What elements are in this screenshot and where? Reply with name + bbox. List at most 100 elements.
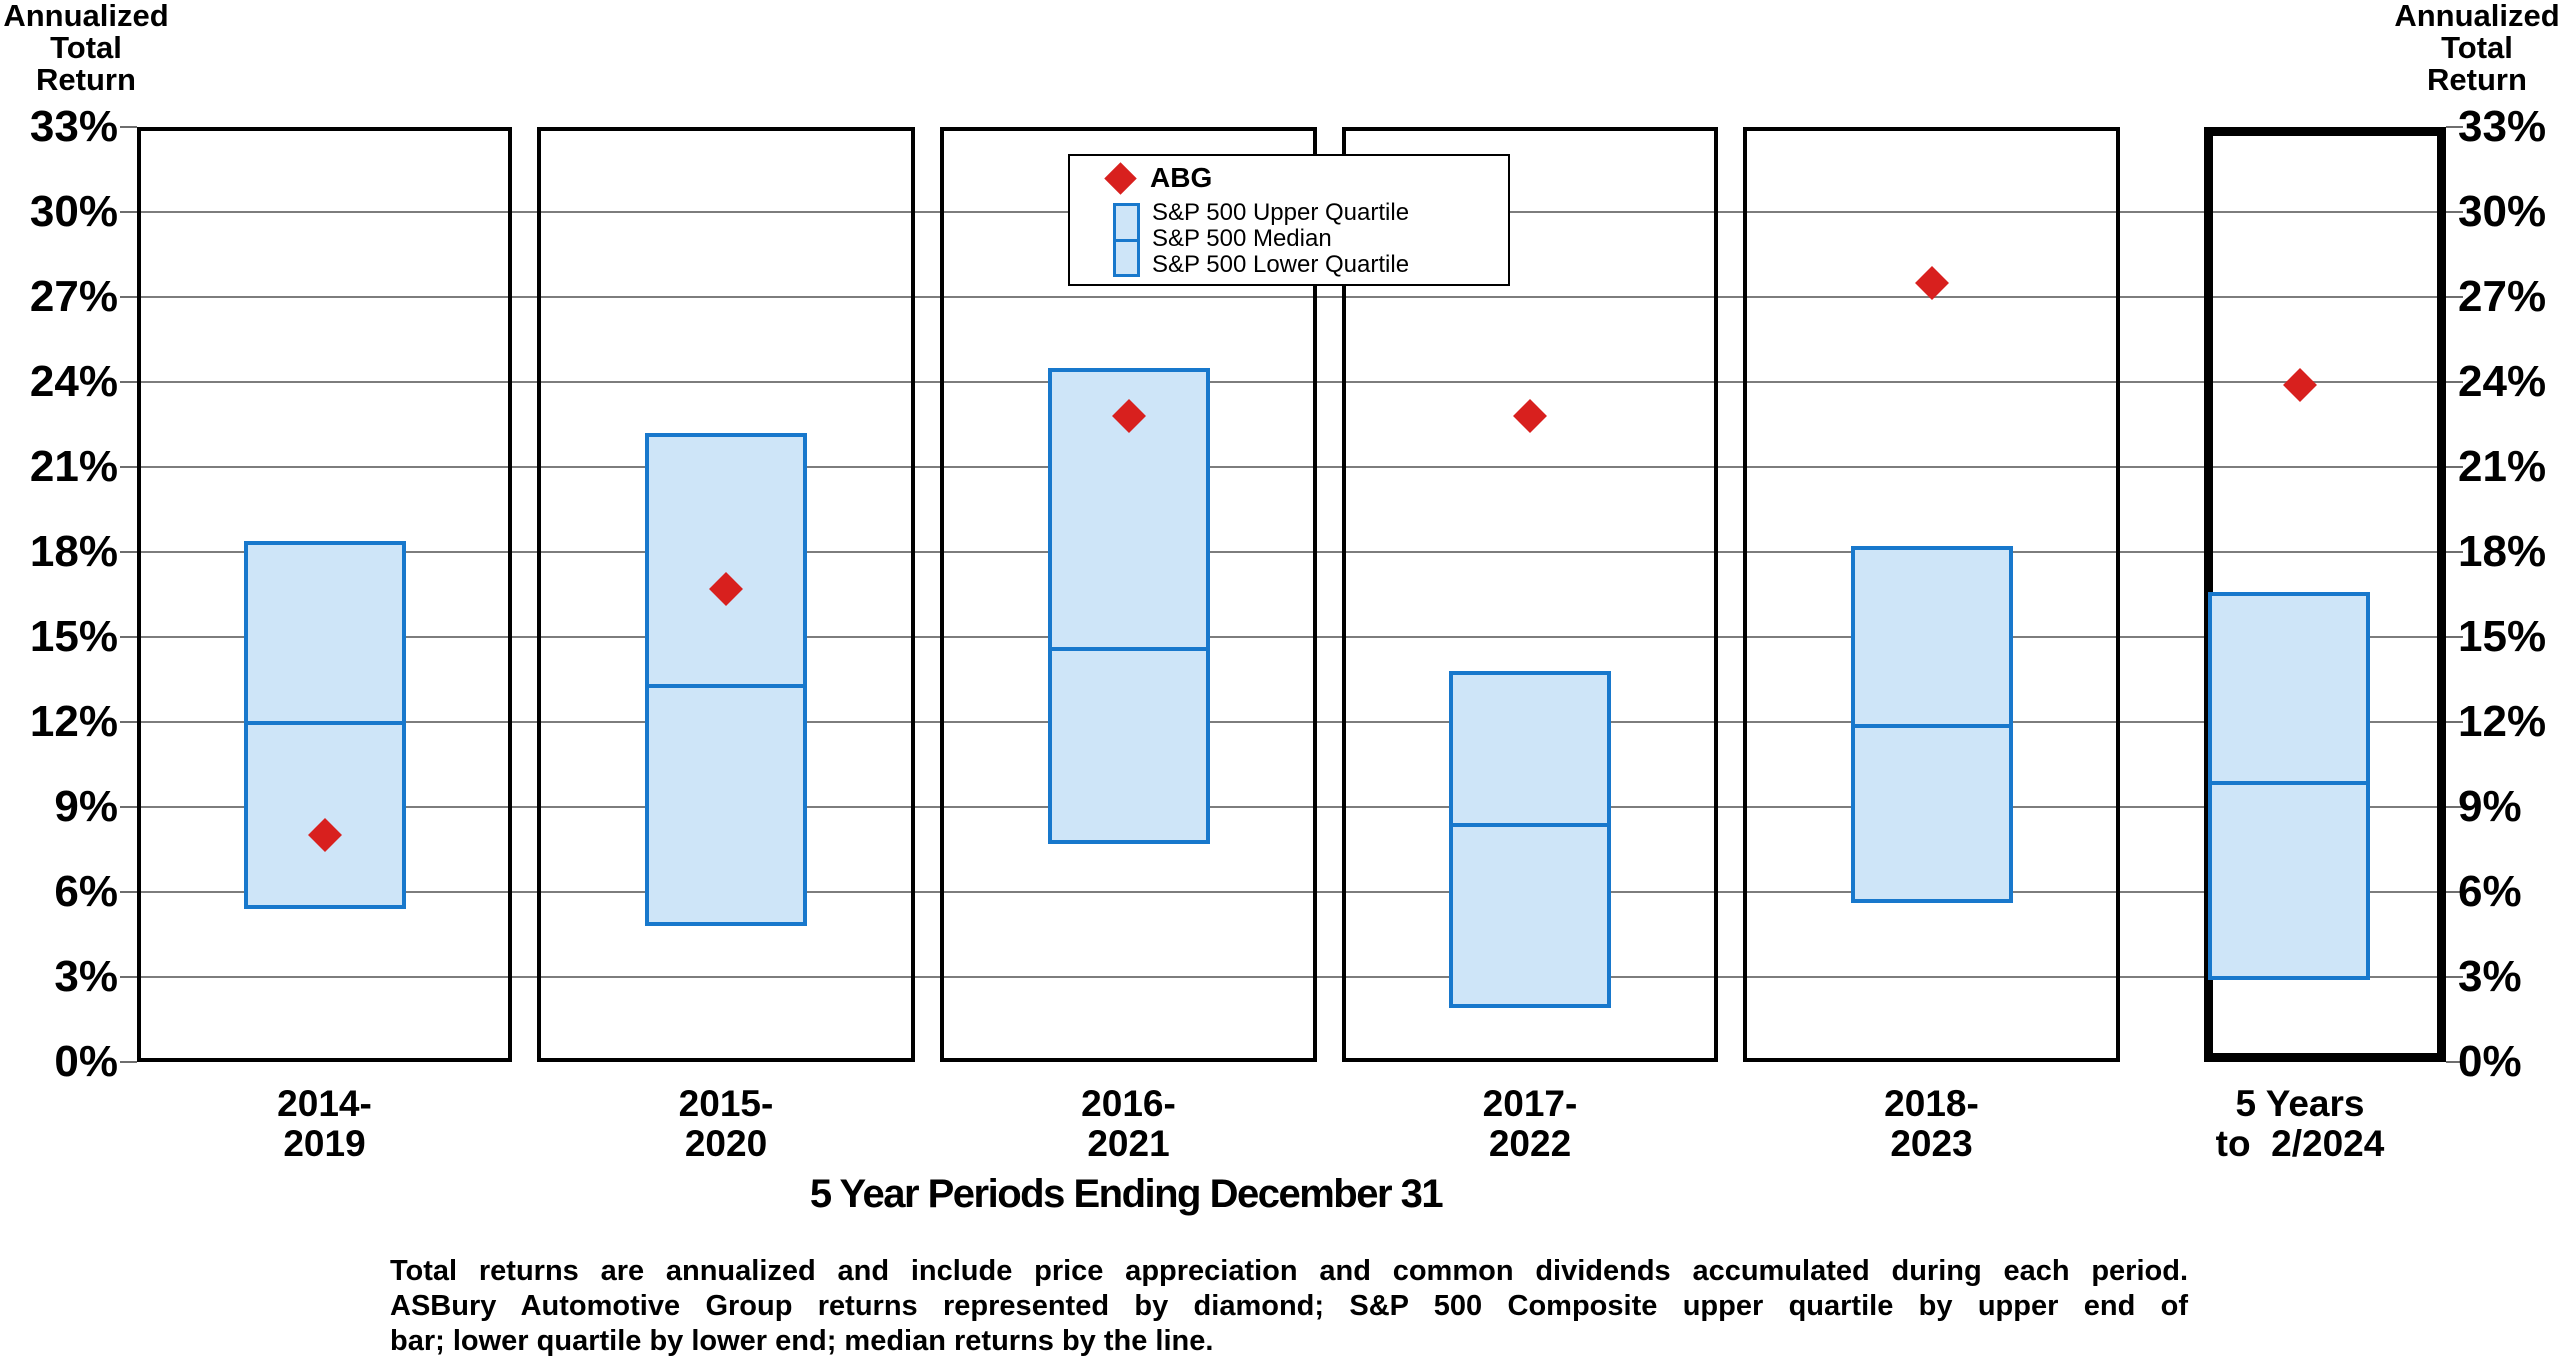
gridline-24pct: [137, 381, 2446, 383]
left-axis-title-line2: Total: [50, 30, 122, 65]
gridline-18pct: [137, 551, 2446, 553]
left-tick-label-18%: 18%: [29, 527, 118, 576]
right-tick-label-12%: 12%: [2458, 697, 2547, 746]
footnote-line2: ASBury Automotive Group returns represen…: [390, 1290, 2188, 1322]
right-tick-12%: [2446, 721, 2463, 723]
x-axis-label-4: 2017- 2022: [1482, 1083, 1578, 1164]
left-tick-label-9%: 9%: [54, 782, 118, 831]
right-tick-15%: [2446, 636, 2463, 638]
left-tick-0%: [120, 1061, 137, 1063]
right-tick-18%: [2446, 551, 2463, 553]
right-tick-6%: [2446, 891, 2463, 893]
gridline-6pct: [137, 891, 2446, 893]
right-tick-3%: [2446, 976, 2463, 978]
right-tick-0%: [2446, 1061, 2463, 1063]
sp500-median-line-2: [649, 684, 803, 689]
left-tick-label-24%: 24%: [29, 357, 118, 406]
left-tick-33%: [120, 126, 137, 128]
sp500-quartile-box-1: [243, 540, 406, 909]
gridline-12pct: [137, 721, 2446, 723]
x-axis-label-5: 2018- 2023: [1884, 1083, 1979, 1164]
left-tick-label-12%: 12%: [29, 697, 118, 746]
left-tick-27%: [120, 296, 137, 298]
right-tick-label-24%: 24%: [2458, 357, 2547, 406]
left-tick-label-15%: 15%: [29, 612, 118, 661]
sp500-quartile-box-6: [2208, 591, 2370, 980]
right-tick-30%: [2446, 211, 2463, 213]
left-tick-24%: [120, 381, 137, 383]
gridline-9pct: [137, 806, 2446, 808]
quartile-box-icon: [1113, 203, 1140, 277]
left-tick-label-0%: 0%: [54, 1037, 118, 1086]
footnote-line1: Total returns are annualized and include…: [390, 1255, 2188, 1287]
right-tick-27%: [2446, 296, 2463, 298]
legend: ABG S&P 500 Upper Quartile S&P 500 Media…: [1068, 154, 1510, 286]
sp500-quartile-box-5: [1850, 546, 2013, 904]
right-tick-label-21%: 21%: [2458, 442, 2547, 491]
legend-items: S&P 500 Upper Quartile S&P 500 Median S&…: [1152, 200, 1409, 278]
x-axis-title: 5 Year Periods Ending December 31: [809, 1172, 1444, 1216]
legend-upper-quartile-label: S&P 500 Upper Quartile: [1152, 199, 1410, 226]
right-tick-21%: [2446, 466, 2463, 468]
left-tick-label-27%: 27%: [29, 272, 118, 321]
right-tick-9%: [2446, 806, 2463, 808]
footnote: Total returns are annualized and include…: [390, 1254, 2188, 1359]
left-tick-label-3%: 3%: [54, 952, 118, 1001]
right-axis-title-line2: Total: [2441, 30, 2513, 65]
footnote-line3: bar; lower quartile by lower end; median…: [390, 1325, 1214, 1357]
median-line-icon: [1116, 239, 1137, 242]
x-axis-label-2: 2015- 2020: [678, 1083, 774, 1164]
gridline-3pct: [137, 976, 2446, 978]
x-axis-label-3: 2016- 2021: [1081, 1083, 1176, 1164]
period-panel-2: [537, 127, 915, 1062]
right-tick-label-9%: 9%: [2458, 782, 2522, 831]
sp500-quartile-box-3: [1047, 367, 1210, 844]
period-panel-5: [1743, 127, 2120, 1062]
abg-diamond-icon: [1104, 162, 1137, 195]
right-tick-24%: [2446, 381, 2463, 383]
sp500-quartile-box-4: [1449, 671, 1611, 1009]
x-axis-label-1: 2014- 2019: [277, 1083, 372, 1164]
gridline-21pct: [137, 466, 2446, 468]
legend-abg-label: ABG: [1150, 162, 1213, 193]
gridline-27pct: [137, 296, 2446, 298]
left-tick-18%: [120, 551, 137, 553]
left-tick-3%: [120, 976, 137, 978]
left-tick-15%: [120, 636, 137, 638]
legend-lower-quartile-label: S&P 500 Lower Quartile: [1152, 251, 1410, 278]
gridline-15pct: [137, 636, 2446, 638]
right-tick-33%: [2446, 126, 2463, 128]
left-tick-label-21%: 21%: [29, 442, 118, 491]
right-tick-label-15%: 15%: [2458, 612, 2547, 661]
sp500-median-line-4: [1453, 823, 1607, 828]
left-tick-6%: [120, 891, 137, 893]
left-tick-12%: [120, 721, 137, 723]
right-tick-label-30%: 30%: [2458, 187, 2547, 236]
right-axis-title: Annualized Total Return: [2387, 0, 2560, 96]
right-axis-title-line3: Return: [2427, 62, 2527, 97]
right-tick-label-3%: 3%: [2458, 952, 2522, 1001]
left-tick-label-6%: 6%: [54, 867, 118, 916]
sp500-median-line-1: [247, 721, 402, 726]
right-tick-label-33%: 33%: [2458, 102, 2547, 151]
sp500-median-line-3: [1051, 647, 1206, 652]
period-panel-3: [940, 127, 1317, 1062]
sp500-median-line-6: [2212, 780, 2366, 785]
x-axis-label-6: 5 Years to 2/2024: [2215, 1083, 2385, 1164]
left-tick-label-33%: 33%: [29, 102, 118, 151]
right-axis-title-line1: Annualized: [2394, 0, 2560, 33]
left-tick-9%: [120, 806, 137, 808]
right-tick-label-0%: 0%: [2458, 1037, 2522, 1086]
left-tick-30%: [120, 211, 137, 213]
right-tick-label-6%: 6%: [2458, 867, 2522, 916]
right-tick-label-27%: 27%: [2458, 272, 2547, 321]
left-tick-21%: [120, 466, 137, 468]
sp500-quartile-box-2: [645, 433, 807, 926]
period-panel-4: [1342, 127, 1718, 1062]
left-axis-title: Annualized Total Return: [0, 0, 176, 96]
left-axis-title-line1: Annualized: [3, 0, 169, 33]
left-tick-label-30%: 30%: [29, 187, 118, 236]
sp500-median-line-5: [1854, 723, 2009, 728]
right-tick-label-18%: 18%: [2458, 527, 2547, 576]
